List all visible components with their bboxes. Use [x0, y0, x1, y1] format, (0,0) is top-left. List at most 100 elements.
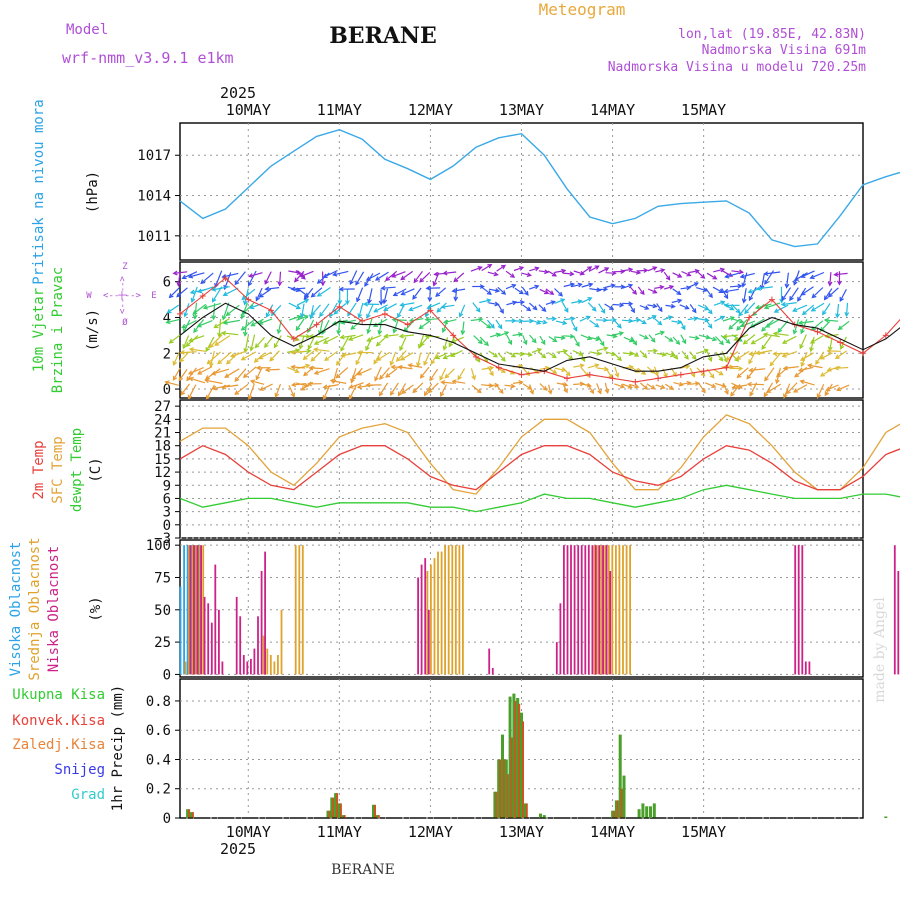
wind-arrow-shaft [496, 384, 504, 394]
wind-arrow-head [501, 290, 507, 295]
wind-arrow-shaft [180, 351, 197, 354]
ytick-label-4: 75 [154, 570, 171, 586]
wind-arrow-564 [749, 318, 765, 328]
cloud-bar-3-106 [555, 642, 558, 675]
wind-arrow-shaft [596, 367, 608, 370]
wind-arrow-shaft [341, 319, 357, 324]
wind-arrow-head [694, 381, 701, 387]
wind-arrow-shaft [419, 271, 431, 283]
wind-arrow-head [418, 324, 424, 330]
wind-arrow-291 [479, 298, 492, 304]
gust-mark-3 [222, 275, 229, 282]
wind-arrow-shaft [349, 270, 358, 285]
wind-arrow-head [549, 290, 555, 296]
precip-total-bar-12 [501, 734, 504, 818]
wind-arrow-shaft [606, 334, 617, 338]
wind-arrow-shaft [505, 270, 515, 278]
wind-arrow-shaft [435, 287, 447, 297]
wind-arrow-546 [741, 288, 747, 304]
wind-arrow-head [269, 356, 275, 362]
wind-arrow-shaft [623, 336, 634, 342]
wind-arrow-head [534, 284, 540, 290]
wind-arrow-300 [486, 319, 495, 329]
wind-arrow-shaft [513, 266, 524, 272]
wind-arrow-shaft [244, 335, 249, 353]
cloud-bar-2-3 [188, 545, 190, 675]
wind-arrow-shaft [329, 302, 338, 317]
precip-total-bar-14 [508, 696, 512, 818]
wind-arrow-634 [827, 287, 839, 298]
wind-arrow-595 [780, 301, 797, 307]
wind-arrow-611 [801, 304, 815, 316]
wind-arrow-head [460, 330, 466, 336]
wind-arrow-309 [498, 331, 510, 337]
top-day-labels: 10MAY 11MAY 12MAY 13MAY 14MAY 15MAY [226, 101, 726, 119]
wind-arrow-shaft [214, 270, 223, 288]
wind-arrow-364 [555, 320, 568, 326]
wind-arrow-head [844, 312, 850, 318]
wind-arrow-head [234, 376, 240, 382]
wind-arrow-head [827, 292, 833, 298]
wind-arrow-372 [564, 316, 576, 322]
precip-hail-title: Grad [71, 787, 105, 803]
wind-arrow-540 [728, 318, 741, 330]
gust-mark-12 [427, 307, 434, 314]
wind-arrow-head [258, 293, 264, 298]
wind-arrow-644 [837, 320, 850, 331]
wind-arrow-567 [748, 367, 766, 373]
wind-arrow-shaft [330, 380, 347, 384]
wind-arrow-head [800, 356, 806, 361]
wind-arrow-603 [792, 304, 808, 312]
wind-arrow-shaft [589, 319, 599, 328]
precip-total-bar-6 [337, 803, 341, 818]
wind-arrow-head [544, 289, 550, 295]
wind-arrow-head [659, 284, 665, 290]
wind-arrow-head [815, 359, 820, 365]
wind-arrow-head [652, 303, 658, 309]
wind-arrow-shaft [255, 287, 263, 301]
wind-arrow-shaft [793, 384, 808, 393]
wind-arrow-head [430, 359, 436, 365]
wind-arrow-126 [290, 349, 306, 355]
wind-arrow-shaft [749, 368, 766, 372]
wind-arrow-head [220, 384, 227, 390]
ytick-label-2: 1014 [137, 189, 171, 205]
wind-arrow-head [518, 318, 524, 324]
wind-arrow-646 [834, 350, 847, 360]
wind-arrow-head [399, 302, 405, 308]
wind-arrow-shaft [808, 364, 823, 369]
wind-arrow-head [395, 356, 401, 362]
wind-arrow-shaft [323, 384, 339, 388]
wind-arrow-head [531, 338, 537, 344]
wind-arrow-301 [489, 332, 501, 338]
wind-arrow-head [611, 317, 618, 323]
wind-arrow-shaft [597, 335, 605, 346]
cloud-bar-3-88 [491, 668, 494, 675]
wind-arrow-head [839, 296, 844, 303]
ytick-label-4: 6 [163, 491, 171, 507]
wind-arrow-shaft [801, 286, 814, 296]
wind-arrow-116 [296, 314, 309, 321]
cloud-bar-3-115 [587, 545, 590, 675]
wind-arrow-head [619, 302, 625, 308]
wind-arrow-head [299, 272, 305, 278]
wind-arrow-head [211, 286, 217, 292]
wind-arrow-shaft [292, 383, 306, 386]
wind-arrow-68 [242, 319, 248, 337]
wind-arrow-shaft [596, 383, 602, 394]
wind-arrow-shaft [689, 382, 699, 385]
precip-conv-bar-4 [332, 797, 335, 818]
cloud-bar-3-17 [239, 616, 242, 675]
wind-arrow-head [427, 297, 433, 303]
wind-arrow-head [168, 339, 174, 344]
wind-arrow-shaft [622, 352, 633, 355]
wind-arrow-184 [348, 382, 364, 389]
wind-arrow-shaft [295, 318, 305, 331]
wind-arrow-shaft [303, 350, 315, 360]
wind-arrow-head [748, 359, 753, 365]
wind-arrow-641 [833, 272, 848, 277]
precip-conv-bar-15 [514, 700, 517, 818]
wind-arrow-head [497, 324, 503, 330]
wind-arrow-head [193, 328, 198, 333]
wind-arrow-621 [809, 335, 824, 344]
